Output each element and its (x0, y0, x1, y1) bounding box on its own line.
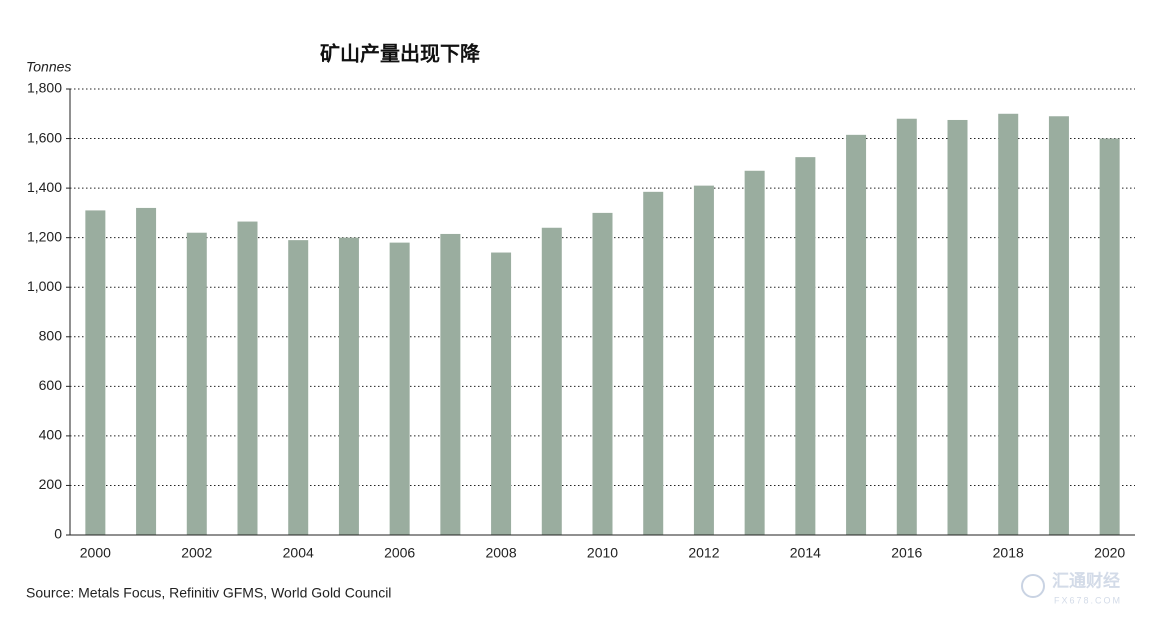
x-tick-label: 2002 (181, 545, 212, 561)
watermark-text: 汇通财经 (1052, 570, 1120, 590)
bar (288, 240, 309, 535)
source-note: Source: Metals Focus, Refinitiv GFMS, Wo… (26, 585, 391, 601)
x-tick-label: 2000 (80, 545, 111, 561)
x-tick-label: 2004 (283, 545, 314, 561)
bar (1048, 116, 1069, 535)
y-tick-label: 1,200 (27, 228, 62, 244)
bar (947, 119, 968, 535)
bar (846, 134, 867, 536)
x-tick-label: 2020 (1094, 545, 1125, 561)
y-tick-label: 200 (39, 476, 63, 492)
bar (440, 233, 461, 535)
bar (795, 157, 816, 535)
bar (136, 207, 157, 535)
y-tick-label: 1,600 (27, 129, 62, 145)
x-tick-label: 2010 (587, 545, 618, 561)
y-tick-label: 0 (54, 526, 62, 542)
bar (693, 185, 714, 535)
x-tick-label: 2014 (790, 545, 821, 561)
bar (998, 113, 1019, 536)
y-tick-label: 1,000 (27, 278, 62, 294)
y-tick-label: 1,800 (27, 80, 62, 96)
bar (338, 237, 359, 535)
watermark-logo (1021, 574, 1045, 598)
chart-title: 矿山产量出现下降 (320, 41, 481, 65)
y-tick-label: 400 (39, 427, 63, 443)
x-tick-label: 2012 (688, 545, 719, 561)
bar (491, 252, 512, 536)
bar (85, 210, 106, 535)
bar (896, 118, 917, 535)
bar (389, 242, 410, 535)
bar (186, 232, 207, 535)
x-tick-label: 2008 (485, 545, 516, 561)
y-axis-label: Tonnes (26, 59, 71, 75)
bar (643, 191, 664, 536)
x-tick-label: 2006 (384, 545, 415, 561)
bar (592, 212, 613, 535)
y-tick-label: 800 (39, 327, 63, 343)
bar (744, 170, 765, 535)
bar (541, 227, 562, 535)
x-tick-label: 2018 (993, 545, 1024, 561)
bar (1099, 138, 1120, 536)
y-tick-label: 1,400 (27, 179, 62, 195)
y-tick-label: 600 (39, 377, 63, 393)
watermark-sub: FX678.COM (1054, 595, 1122, 605)
bar (237, 221, 258, 536)
x-tick-label: 2016 (891, 545, 922, 561)
